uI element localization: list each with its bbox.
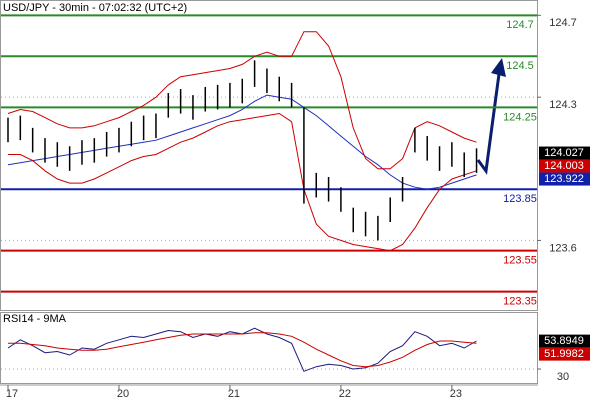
indicator-line: [7, 31, 477, 170]
x-tick-label: 20: [117, 388, 129, 400]
price-tag: [539, 146, 590, 160]
level-label: 123.85: [503, 193, 537, 205]
level-label: 124.7: [506, 19, 534, 31]
price-tag-label: 124.003: [544, 160, 584, 172]
level-label: 123.55: [503, 255, 537, 267]
indicator-line: [7, 94, 477, 190]
price-tag: [539, 172, 590, 186]
rsi-panel: [0, 312, 538, 384]
level-label: 124.25: [503, 111, 537, 123]
x-tick-label: 21: [228, 388, 240, 400]
level-label: 124.5: [506, 60, 534, 72]
x-tick-label: 23: [450, 388, 462, 400]
y-tick-label: 30: [557, 371, 569, 383]
y-tick-label: 124.3: [549, 99, 577, 111]
y-tick-label: 124.7: [549, 17, 577, 29]
y-tick-label: 123.6: [549, 242, 577, 254]
price-tag-label: 51.9982: [544, 348, 584, 360]
chart-title: USD/JPY - 30min - 07:02:32 (UTC+2): [3, 2, 187, 14]
price-tag-label: 123.922: [544, 173, 584, 185]
level-label: 123.35: [503, 295, 537, 307]
indicator-line: [8, 112, 477, 252]
rsi-title: RSI14 - 9MA: [3, 313, 67, 325]
x-tick-label: 22: [339, 388, 351, 400]
main-panel: [0, 0, 538, 311]
price-tag: [539, 334, 590, 348]
arrow-head: [491, 58, 506, 77]
indicator-line: [8, 332, 477, 368]
price-tag: [539, 159, 590, 173]
price-tag-label: 53.8949: [544, 335, 584, 347]
price-tag-label: 124.027: [544, 147, 584, 159]
price-tag: [539, 347, 590, 361]
forecast-arrow: [476, 73, 501, 175]
x-tick-label: 17: [6, 388, 18, 400]
